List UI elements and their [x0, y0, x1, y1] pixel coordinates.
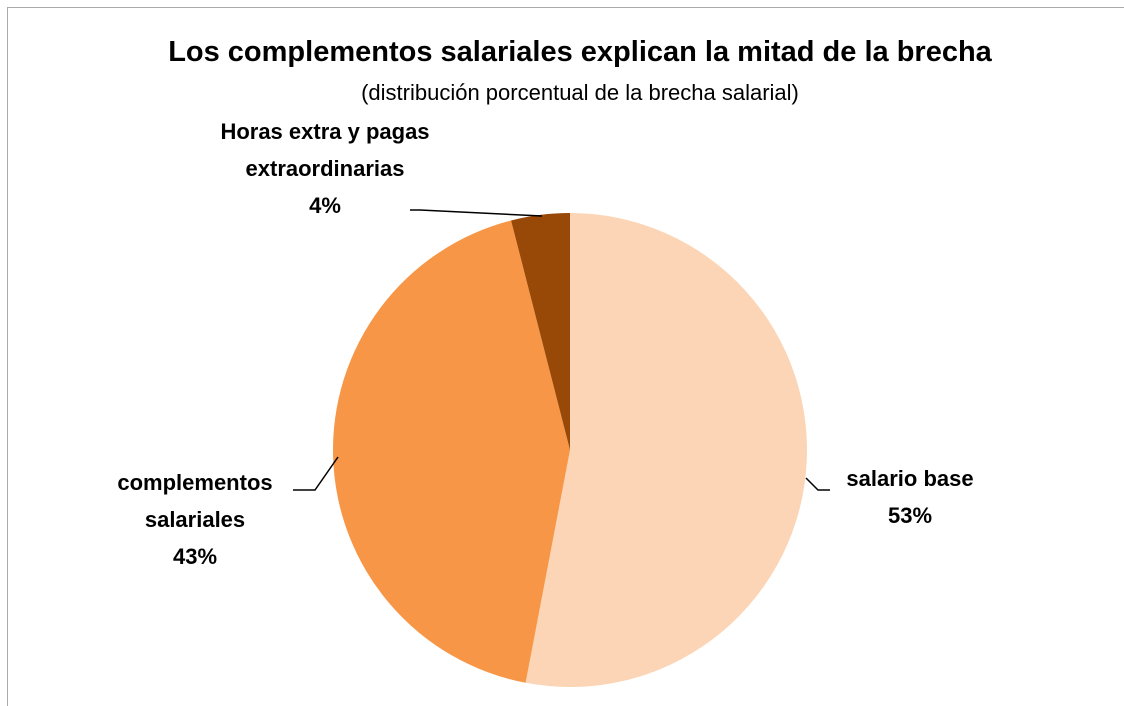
- slice-label: complementos salariales 43%: [80, 464, 310, 575]
- pie-slice: [511, 213, 570, 450]
- pie: [333, 213, 807, 687]
- category-label: salario base: [846, 466, 974, 491]
- leader-line: [293, 456, 339, 491]
- value-label: 4%: [309, 193, 341, 218]
- leader-line: [805, 477, 830, 491]
- pie-slice: [525, 213, 807, 687]
- value-label: 43%: [172, 544, 218, 569]
- slice-label: Horas extra y pagas extraordinarias 4%: [180, 113, 470, 224]
- leader-line: [410, 209, 543, 217]
- category-label: complementos salariales: [117, 470, 273, 532]
- chart-title: Los complementos salariales explican la …: [168, 36, 992, 68]
- category-label: Horas extra y pagas extraordinarias: [220, 119, 430, 181]
- slice-label: salario base 53%: [820, 460, 1000, 534]
- pie-slice: [333, 220, 570, 683]
- value-label: 53%: [887, 503, 933, 528]
- chart-subtitle: (distribución porcentual de la brecha sa…: [361, 80, 799, 105]
